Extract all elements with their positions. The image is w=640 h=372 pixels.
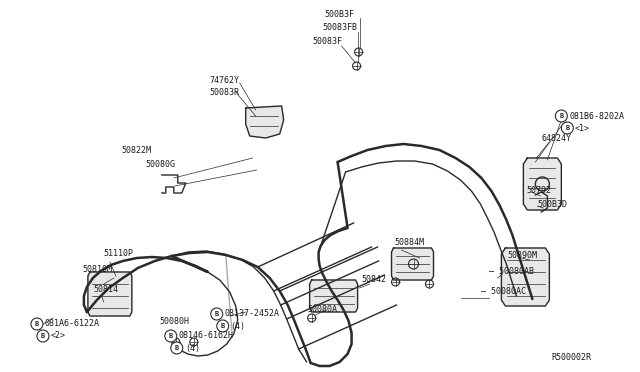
Text: 51110P: 51110P [104,250,134,259]
Text: 081A6-6122A: 081A6-6122A [45,320,100,328]
Text: R500002R: R500002R [551,353,591,362]
Text: 08146-6162H: 08146-6162H [179,331,234,340]
Text: 50080A: 50080A [308,305,338,314]
Text: 50083F: 50083F [312,36,342,45]
Circle shape [171,342,183,354]
Text: 50083FB: 50083FB [322,22,357,32]
Circle shape [561,122,573,134]
Circle shape [217,320,228,332]
Circle shape [37,330,49,342]
Text: 50890M: 50890M [508,250,538,260]
Text: B: B [35,321,39,327]
Text: B: B [214,311,219,317]
Text: 500B3D: 500B3D [538,199,568,208]
Circle shape [211,308,223,320]
Text: 50810M: 50810M [82,266,112,275]
Text: 081B6-8202A: 081B6-8202A [570,112,625,121]
Polygon shape [310,280,358,312]
Text: 50814: 50814 [93,285,118,295]
Circle shape [536,177,549,191]
Text: 50083R: 50083R [210,87,240,96]
Text: B: B [175,345,179,351]
Text: 08137-2452A: 08137-2452A [225,310,280,318]
Text: ‒ 50080AC: ‒ 50080AC [481,288,527,296]
Text: 50884M: 50884M [394,237,424,247]
Text: (4): (4) [231,321,246,330]
Circle shape [31,318,43,330]
Text: 50080H: 50080H [160,317,190,327]
Circle shape [556,110,567,122]
Polygon shape [246,106,284,138]
Text: ‒ 50080AB: ‒ 50080AB [490,267,534,276]
Text: <2>: <2> [51,331,66,340]
Text: 50080G: 50080G [146,160,176,169]
Polygon shape [501,248,549,306]
Circle shape [165,330,177,342]
Text: B: B [169,333,173,339]
Polygon shape [88,272,132,316]
Text: B: B [221,323,225,329]
Text: 500B3F: 500B3F [324,10,355,19]
Text: B: B [559,113,563,119]
Text: B: B [565,125,570,131]
Text: 50842: 50842 [362,276,387,285]
Text: 74762Y: 74762Y [210,76,240,84]
Text: (4): (4) [185,343,200,353]
Polygon shape [524,158,561,210]
Text: 50792: 50792 [526,186,552,195]
Polygon shape [392,248,433,280]
Text: B: B [41,333,45,339]
Text: 64824Y: 64824Y [541,134,572,142]
Text: <1>: <1> [574,124,589,132]
Text: 50822M: 50822M [122,145,152,154]
